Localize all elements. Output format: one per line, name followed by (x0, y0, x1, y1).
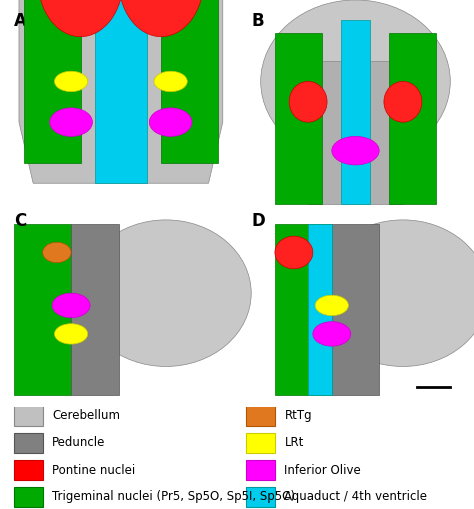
Text: A: A (14, 12, 27, 30)
Text: Trigeminal nuclei (Pr5, Sp5O, Sp5I, Sp5C): Trigeminal nuclei (Pr5, Sp5O, Sp5I, Sp5C… (52, 490, 295, 503)
Text: Inferior Olive: Inferior Olive (284, 464, 361, 477)
Polygon shape (308, 61, 403, 204)
FancyBboxPatch shape (14, 487, 43, 507)
Text: Cerebellum: Cerebellum (52, 409, 120, 422)
Polygon shape (275, 224, 332, 395)
Polygon shape (24, 0, 81, 163)
FancyBboxPatch shape (14, 433, 43, 453)
Circle shape (81, 220, 251, 366)
Text: Pontine nuclei: Pontine nuclei (52, 464, 136, 477)
Text: B: B (251, 12, 264, 30)
Ellipse shape (43, 242, 71, 263)
Text: LRt: LRt (284, 436, 304, 449)
Ellipse shape (52, 293, 90, 318)
Polygon shape (95, 0, 147, 183)
Text: Peduncle: Peduncle (52, 436, 106, 449)
FancyBboxPatch shape (246, 487, 275, 507)
Text: RtTg: RtTg (284, 409, 312, 422)
Polygon shape (14, 224, 71, 395)
FancyBboxPatch shape (14, 460, 43, 480)
Ellipse shape (275, 236, 313, 269)
Circle shape (318, 220, 474, 366)
Ellipse shape (289, 81, 327, 122)
Polygon shape (332, 224, 379, 395)
Ellipse shape (315, 295, 348, 316)
Polygon shape (308, 224, 332, 395)
Ellipse shape (332, 136, 379, 165)
Ellipse shape (38, 0, 123, 37)
Text: Aquaduct / 4th ventricle: Aquaduct / 4th ventricle (284, 490, 428, 503)
FancyBboxPatch shape (246, 460, 275, 480)
Polygon shape (19, 0, 223, 183)
Polygon shape (341, 20, 370, 204)
Ellipse shape (55, 71, 88, 92)
Ellipse shape (149, 108, 192, 136)
Ellipse shape (55, 324, 88, 344)
Text: C: C (14, 212, 27, 230)
Ellipse shape (118, 0, 204, 37)
Polygon shape (71, 224, 118, 395)
Ellipse shape (50, 108, 92, 136)
Circle shape (261, 0, 450, 163)
Ellipse shape (384, 81, 422, 122)
Polygon shape (275, 33, 322, 204)
FancyBboxPatch shape (14, 405, 43, 426)
Ellipse shape (154, 71, 187, 92)
Text: D: D (251, 212, 265, 230)
Ellipse shape (313, 322, 351, 346)
Polygon shape (161, 0, 218, 163)
FancyBboxPatch shape (246, 433, 275, 453)
FancyBboxPatch shape (246, 405, 275, 426)
Polygon shape (389, 33, 436, 204)
